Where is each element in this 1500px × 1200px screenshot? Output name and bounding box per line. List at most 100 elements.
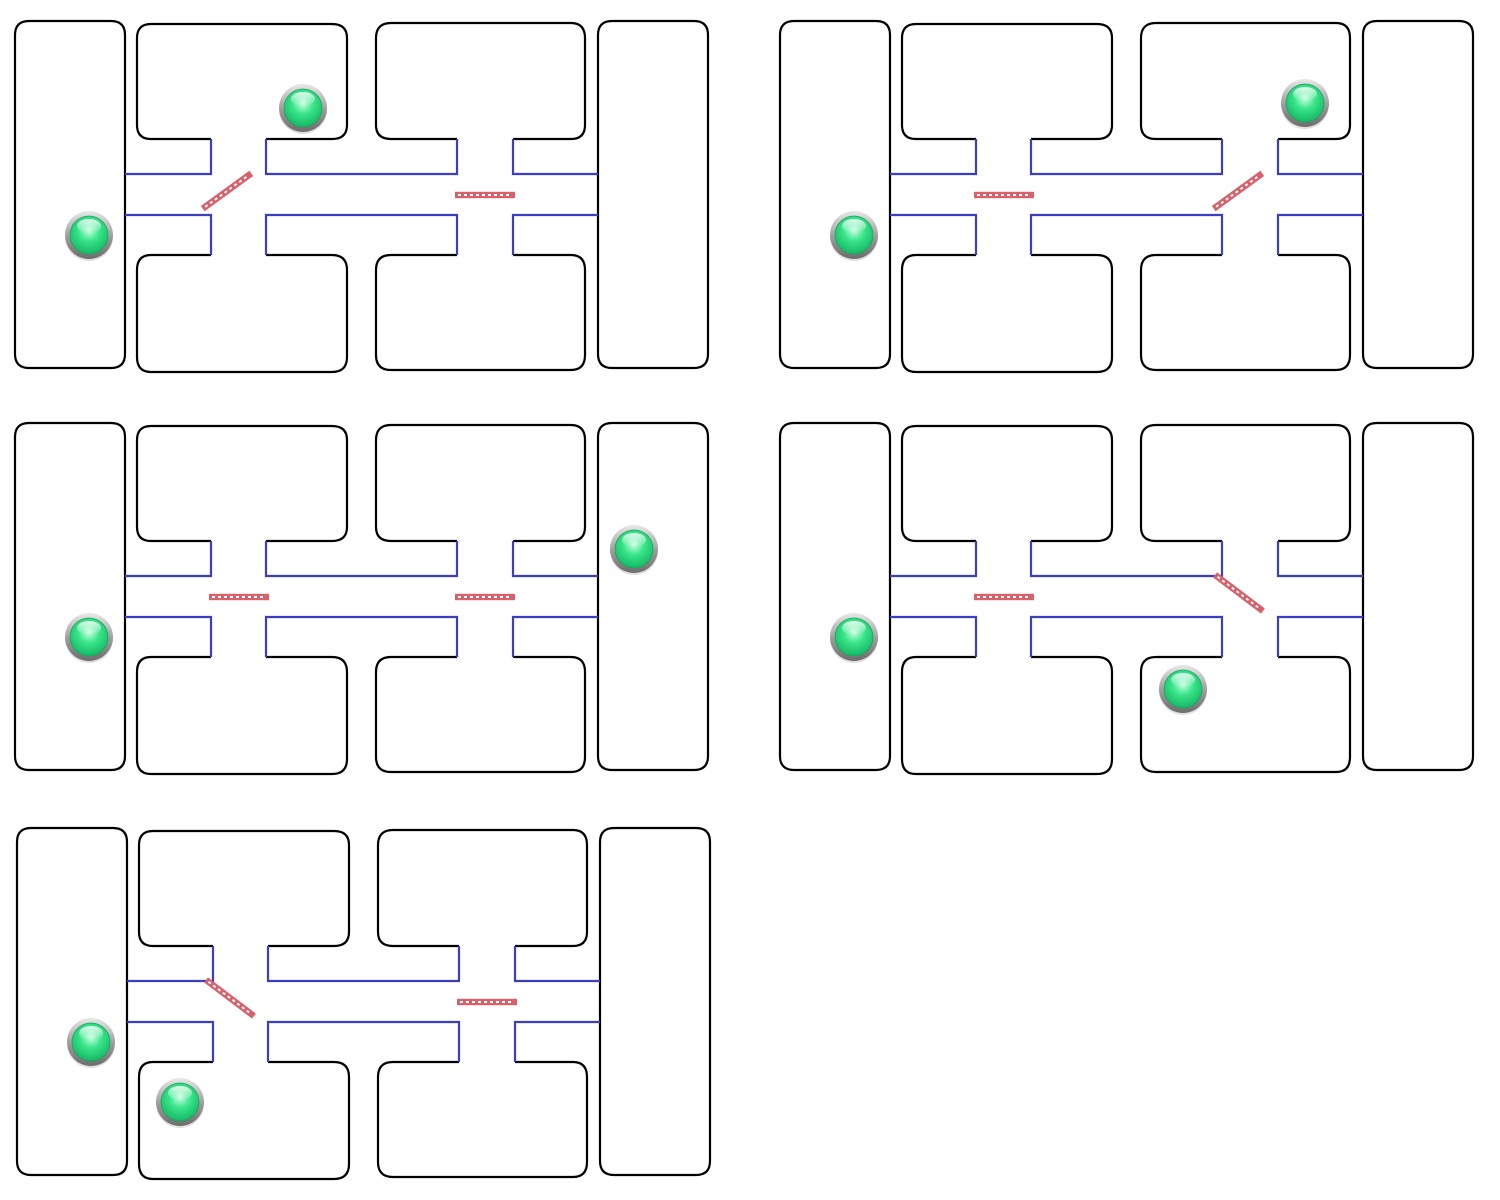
corridor-wall [125, 139, 213, 176]
rooms [15, 826, 712, 1181]
green-ball-icon[interactable] [1281, 79, 1329, 129]
balls [830, 613, 1207, 715]
lower-room-2 [1139, 253, 1352, 372]
corridor-wall [1029, 615, 1224, 657]
corridor-wall [264, 615, 459, 657]
green-ball-icon[interactable] [830, 211, 878, 261]
green-ball-icon[interactable] [279, 84, 327, 134]
left-room [15, 826, 129, 1177]
gates [974, 572, 1265, 614]
green-ball-icon[interactable] [610, 525, 658, 575]
gate-open-icon[interactable] [204, 977, 256, 1019]
corridor-wall [890, 213, 978, 255]
corridor-walls [125, 541, 598, 657]
balls [67, 1018, 204, 1128]
lower-room-1 [135, 655, 349, 776]
balls [65, 84, 327, 261]
left-room [778, 19, 892, 370]
corridor-wall [125, 615, 213, 657]
gate-open-icon[interactable] [200, 170, 254, 212]
upper-room-1-edge [135, 124, 211, 141]
upper-room-1 [135, 424, 349, 543]
upper-room-1-edge [137, 931, 213, 948]
upper-room-1 [900, 22, 1114, 141]
gate-closed-icon[interactable] [974, 191, 1034, 199]
upper-room-2 [374, 423, 587, 543]
corridor-wall [1276, 541, 1363, 578]
lower-room-2 [376, 1060, 589, 1179]
green-ball-icon[interactable] [830, 613, 878, 663]
lower-room-1 [900, 253, 1114, 374]
lower-room-1 [900, 655, 1114, 776]
right-room [598, 826, 712, 1177]
gate-open-icon[interactable] [1213, 572, 1265, 614]
lower-room-2 [374, 253, 587, 372]
corridor-walls [890, 541, 1363, 657]
maze-diagram [778, 19, 1475, 374]
maze-board-4 [775, 417, 1475, 777]
corridor-wall [511, 139, 598, 176]
corridor-wall [1276, 139, 1363, 176]
maze-board-3 [10, 417, 710, 777]
lower-room-2 [374, 655, 587, 774]
corridor-wall [125, 541, 213, 578]
maze-diagram [778, 421, 1475, 776]
gate-open-icon[interactable] [1211, 170, 1265, 212]
corridor-wall [511, 213, 598, 255]
corridor-wall [264, 213, 459, 255]
rooms [13, 19, 710, 374]
green-ball-icon[interactable] [65, 613, 113, 663]
right-room [596, 19, 710, 370]
gate-closed-icon[interactable] [974, 593, 1034, 601]
green-ball-icon[interactable] [65, 211, 113, 261]
gates [209, 593, 515, 601]
lower-room-1 [135, 253, 349, 374]
corridor-wall [1029, 213, 1224, 255]
balls [65, 525, 658, 663]
left-room [13, 19, 127, 370]
corridor-wall [513, 1020, 600, 1062]
gate-closed-icon[interactable] [455, 593, 515, 601]
corridor-wall [1276, 615, 1363, 657]
green-ball-icon[interactable] [156, 1078, 204, 1128]
gate-closed-icon[interactable] [209, 593, 269, 601]
gates [200, 170, 515, 212]
upper-room-2 [376, 828, 589, 948]
left-room [778, 421, 892, 772]
corridor-wall [127, 946, 215, 983]
corridor-walls [125, 139, 598, 255]
left-room [13, 421, 127, 772]
right-room [596, 421, 710, 772]
corridor-wall [266, 1020, 461, 1062]
right-room [1361, 19, 1475, 370]
upper-room-2 [374, 21, 587, 141]
maze-board-1 [10, 15, 710, 375]
corridor-wall [890, 139, 978, 176]
gates [204, 977, 517, 1019]
corridor-walls [890, 139, 1363, 255]
rooms [778, 421, 1475, 776]
upper-room-1 [900, 424, 1114, 543]
gate-closed-icon[interactable] [457, 998, 517, 1006]
corridor-wall [513, 946, 600, 983]
upper-room-1-edge [135, 526, 211, 543]
maze-diagram [15, 826, 712, 1181]
corridor-wall [125, 213, 213, 255]
rooms [778, 19, 1475, 374]
green-ball-icon[interactable] [1159, 665, 1207, 715]
gate-closed-icon[interactable] [455, 191, 515, 199]
upper-room-2 [1139, 423, 1352, 543]
corridor-wall [511, 615, 598, 657]
corridor-wall [1276, 213, 1363, 255]
corridor-wall [511, 541, 598, 578]
corridor-wall [890, 615, 978, 657]
corridor-wall [1029, 541, 1224, 578]
maze-board-2 [775, 15, 1475, 375]
maze-board-5 [12, 822, 712, 1182]
corridor-wall [266, 946, 461, 983]
green-ball-icon[interactable] [67, 1018, 115, 1068]
corridor-wall [127, 1020, 215, 1062]
upper-room-1-edge [900, 526, 976, 543]
corridor-wall [264, 541, 459, 578]
